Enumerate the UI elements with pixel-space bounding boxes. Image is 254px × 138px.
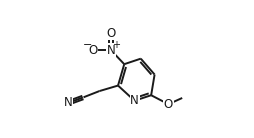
Text: N: N <box>130 94 139 107</box>
Text: O: O <box>106 27 116 40</box>
Text: N: N <box>64 96 73 109</box>
Text: O: O <box>164 98 173 111</box>
Text: −: − <box>83 40 92 50</box>
Text: O: O <box>89 44 98 57</box>
Text: +: + <box>112 40 120 50</box>
Text: N: N <box>107 44 116 57</box>
